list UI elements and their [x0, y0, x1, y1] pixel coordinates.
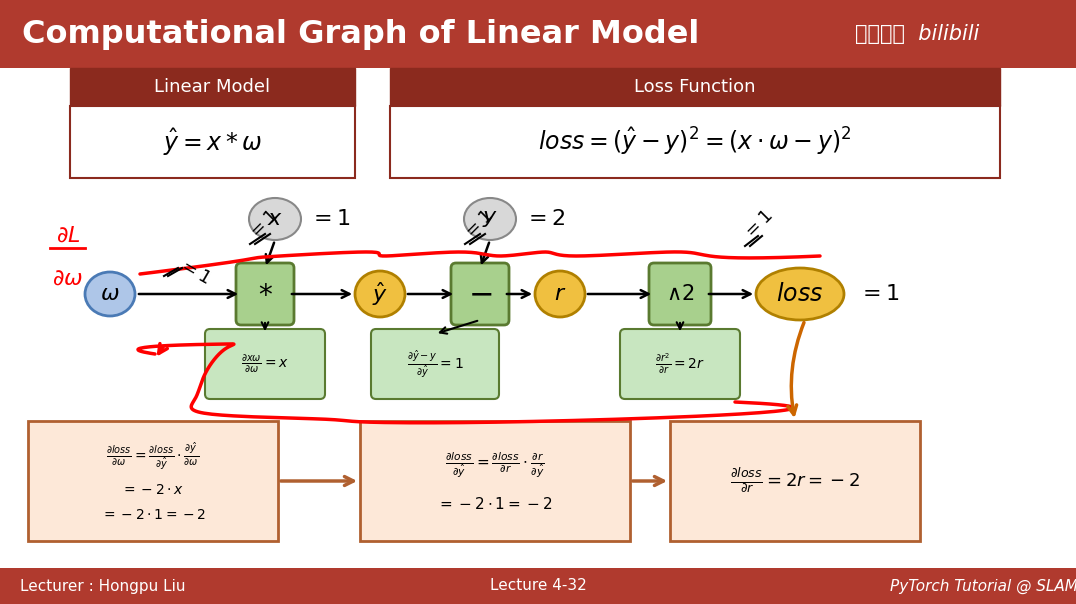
Text: $= 2$: $= 2$ — [524, 209, 565, 229]
Text: $x$: $x$ — [267, 209, 283, 229]
Text: $= 1$: $= 1$ — [309, 209, 351, 229]
Text: $\frac{\partial loss}{\partial \hat{y}} = \frac{\partial loss}{\partial r} \cdot: $\frac{\partial loss}{\partial \hat{y}} … — [438, 451, 553, 512]
Text: $\frac{\partial loss}{\partial \omega} = \frac{\partial loss}{\partial \hat{y}} : $\frac{\partial loss}{\partial \omega} =… — [100, 440, 206, 522]
Text: $= 1$: $= 1$ — [858, 284, 900, 304]
Bar — [70, 68, 355, 106]
Bar — [0, 568, 1076, 604]
Bar — [0, 0, 1076, 68]
FancyBboxPatch shape — [649, 263, 711, 325]
FancyBboxPatch shape — [620, 329, 740, 399]
Text: $y$: $y$ — [482, 209, 498, 229]
Text: $\partial \omega$: $\partial \omega$ — [53, 269, 84, 289]
Text: Linear Model: Linear Model — [155, 78, 270, 96]
Text: $= 1$: $= 1$ — [175, 255, 213, 288]
Ellipse shape — [756, 268, 844, 320]
Bar — [670, 421, 920, 541]
Text: $*$: $*$ — [257, 280, 272, 308]
Text: $\frac{\partial x\omega}{\partial \omega} = x$: $\frac{\partial x\omega}{\partial \omega… — [241, 353, 289, 375]
Text: $= 1$: $= 1$ — [245, 207, 282, 243]
Bar — [390, 106, 1000, 178]
Text: 刘二大人  bilibili: 刘二大人 bilibili — [855, 24, 979, 44]
Text: Lecture 4-32: Lecture 4-32 — [490, 579, 586, 594]
Text: Computational Graph of Linear Model: Computational Graph of Linear Model — [22, 19, 699, 50]
Text: $\frac{\partial \hat{y} - y}{\partial \hat{y}} = 1$: $\frac{\partial \hat{y} - y}{\partial \h… — [407, 348, 464, 380]
Bar — [360, 421, 631, 541]
Text: Lecturer : Hongpu Liu: Lecturer : Hongpu Liu — [20, 579, 185, 594]
Text: $\partial L$: $\partial L$ — [56, 226, 81, 246]
Text: $\frac{\partial r^2}{\partial r} = 2r$: $\frac{\partial r^2}{\partial r} = 2r$ — [655, 352, 705, 376]
Text: Loss Function: Loss Function — [634, 78, 755, 96]
Text: $\omega$: $\omega$ — [100, 284, 119, 304]
Text: $\hat{y}$: $\hat{y}$ — [372, 280, 388, 308]
Ellipse shape — [355, 271, 405, 317]
Text: $r$: $r$ — [554, 284, 566, 304]
Bar — [70, 106, 355, 178]
Text: $loss$: $loss$ — [777, 282, 823, 306]
Text: $\frac{\partial loss}{\partial r} = 2r = -2$: $\frac{\partial loss}{\partial r} = 2r =… — [730, 467, 860, 495]
Bar — [0, 68, 1076, 568]
Text: PyTorch Tutorial @ SLAM Resear...: PyTorch Tutorial @ SLAM Resear... — [890, 579, 1076, 594]
Text: $-$: $-$ — [468, 280, 492, 309]
Ellipse shape — [249, 198, 301, 240]
FancyBboxPatch shape — [451, 263, 509, 325]
Text: $= 1$: $= 1$ — [740, 207, 777, 243]
Text: $= 1$: $= 1$ — [461, 207, 497, 243]
FancyBboxPatch shape — [371, 329, 499, 399]
Bar — [390, 68, 1000, 106]
Text: $loss = (\hat{y} - y)^2 = (x \cdot \omega - y)^2$: $loss = (\hat{y} - y)^2 = (x \cdot \omeg… — [538, 126, 852, 158]
Bar — [28, 421, 278, 541]
FancyBboxPatch shape — [236, 263, 294, 325]
Text: $\wedge 2$: $\wedge 2$ — [666, 284, 694, 304]
Ellipse shape — [464, 198, 516, 240]
Ellipse shape — [535, 271, 585, 317]
Text: $\hat{y} = x * \omega$: $\hat{y} = x * \omega$ — [162, 126, 263, 158]
Ellipse shape — [85, 272, 134, 316]
FancyBboxPatch shape — [206, 329, 325, 399]
